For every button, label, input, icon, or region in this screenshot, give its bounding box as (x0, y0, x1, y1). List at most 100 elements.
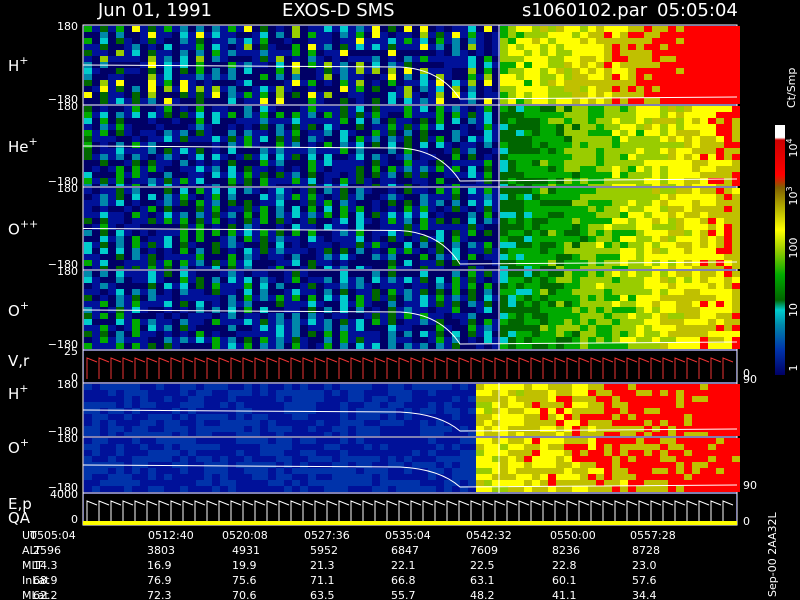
spectrogram-cell (716, 106, 724, 112)
spectrogram-cell (708, 218, 716, 224)
spectrogram-cell (292, 242, 300, 248)
spectrogram-cell (268, 124, 276, 130)
spectrogram-cell (436, 325, 444, 331)
spectrogram-cell (140, 206, 148, 212)
spectrogram-cell (620, 289, 628, 295)
spectrogram-cell (316, 188, 324, 194)
spectrogram-cell (700, 271, 708, 277)
spectrogram-cell (412, 184, 420, 186)
spectrogram-cell (252, 343, 260, 349)
spectrogram-cell (284, 68, 292, 74)
spectrogram-cell (132, 384, 140, 390)
spectrogram-cell (196, 206, 204, 212)
spectrogram-cell (316, 242, 324, 248)
spectrogram-cell (252, 118, 260, 124)
spectrogram-cell (84, 384, 92, 390)
spectrogram-cell (196, 218, 204, 224)
spectrogram-cell (500, 80, 508, 86)
spectrogram-cell (324, 343, 332, 349)
spectrogram-cell (356, 38, 364, 44)
spectrogram-cell (628, 313, 636, 319)
spectrogram-cell (620, 166, 628, 172)
spectrogram-cell (116, 56, 124, 62)
spectrogram-cell (140, 80, 148, 86)
spectrogram-cell (124, 343, 132, 349)
spectrogram-cell (676, 184, 684, 186)
spectrogram-cell (228, 271, 236, 277)
spectrogram-cell (84, 319, 92, 325)
spectrogram-cell (532, 92, 540, 98)
spectrogram-cell (604, 86, 612, 92)
spectrogram-cell (692, 50, 700, 56)
spectrogram-cell (276, 236, 284, 242)
spectrogram-cell (652, 277, 660, 283)
spectrogram-cell (116, 200, 124, 206)
spectrogram-cell (388, 50, 396, 56)
spectrogram-cell (276, 200, 284, 206)
spectrogram-cell (164, 124, 172, 130)
spectrogram-cell (84, 32, 92, 38)
spectrogram-cell (124, 325, 132, 331)
spectrogram-cell (212, 432, 220, 436)
spectrogram-cell (460, 44, 468, 50)
spectrogram-cell (476, 390, 484, 396)
spectrogram-cell (100, 325, 108, 331)
spectrogram-cell (164, 343, 172, 349)
spectrogram-cell (636, 142, 644, 148)
spectrogram-cell (228, 230, 236, 236)
spectrogram-cell (108, 420, 116, 426)
spectrogram-cell (484, 283, 492, 289)
spectrogram-cell (556, 50, 564, 56)
spectrogram-cell (404, 224, 412, 230)
spectrogram-cell (436, 212, 444, 218)
spectrogram-cell (132, 160, 140, 166)
spectrogram-cell (324, 248, 332, 254)
spectrogram-cell (212, 313, 220, 319)
spectrogram-cell (492, 74, 500, 80)
spectrogram-cell (396, 313, 404, 319)
spectrogram-cell (388, 414, 396, 420)
spectrogram-cell (684, 74, 692, 80)
spectrogram-cell (644, 295, 652, 301)
spectrogram-cell (372, 277, 380, 283)
spectrogram-cell (572, 178, 580, 184)
spectrogram-cell (340, 319, 348, 325)
spectrogram-cell (620, 194, 628, 200)
spectrogram-cell (172, 188, 180, 194)
spectrogram-cell (460, 26, 468, 32)
spectrogram-cell (676, 343, 684, 349)
spectrogram-cell (236, 396, 244, 402)
spectrogram-cell (660, 172, 668, 178)
spectrogram-cell (156, 188, 164, 194)
spectrogram-cell (628, 289, 636, 295)
spectrogram-cell (404, 295, 412, 301)
spectrogram-cell (100, 271, 108, 277)
spectrogram-cell (676, 172, 684, 178)
y-tick-label: −180 (48, 338, 78, 351)
y-tick-label: 180 (57, 20, 78, 33)
spectrogram-cell (500, 420, 508, 426)
spectrogram-cell (636, 92, 644, 98)
spectrogram-cell (596, 26, 604, 32)
spectrogram-cell (316, 44, 324, 50)
spectrogram-cell (300, 62, 308, 68)
spectrogram-cell (676, 112, 684, 118)
spectrogram-cell (156, 218, 164, 224)
right-tick-label: 90 (743, 373, 757, 386)
spectrogram-cell (220, 260, 228, 266)
spectrogram-cell (500, 230, 508, 236)
spectrogram-cell (252, 44, 260, 50)
spectrogram-cell (396, 212, 404, 218)
spectrogram-cell (204, 236, 212, 242)
spectrogram-cell (428, 301, 436, 307)
spectrogram-cell (444, 384, 452, 390)
spectrogram-cell (444, 343, 452, 349)
spectrogram-cell (388, 98, 396, 104)
spectrogram-cell (652, 236, 660, 242)
spectrogram-cell (348, 206, 356, 212)
spectrogram-cell (708, 50, 716, 56)
spectrogram-cell (412, 390, 420, 396)
spectrogram-cell (652, 124, 660, 130)
spectrogram-cell (420, 74, 428, 80)
spectrogram-cell (604, 44, 612, 50)
